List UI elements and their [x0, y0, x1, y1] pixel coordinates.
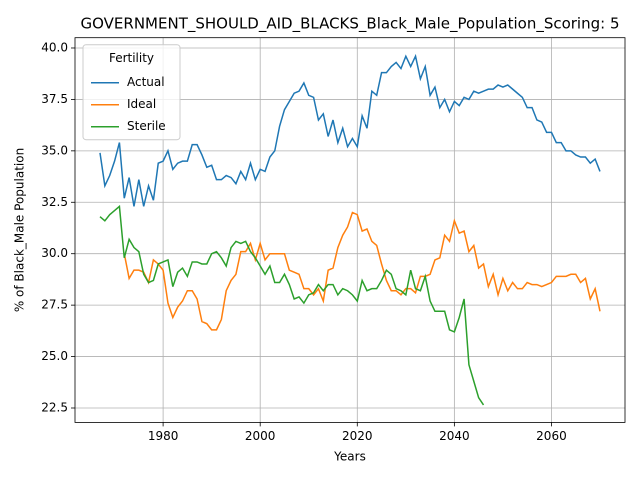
x-tick-label: 2020 — [342, 429, 373, 443]
legend-label: Actual — [127, 75, 165, 89]
line-series — [99, 204, 485, 406]
legend-title: Fertility — [109, 51, 154, 65]
chart-title: GOVERNMENT_SHOULD_AID_BLACKS_Black_Male_… — [81, 15, 620, 34]
x-tick-label: 2040 — [439, 429, 470, 443]
legend-label: Ideal — [127, 97, 156, 111]
legend-box — [82, 44, 181, 141]
y-tick-label: 25.0 — [41, 349, 68, 363]
x-axis-label: Years — [333, 450, 366, 464]
y-tick-label: 37.5 — [41, 92, 68, 106]
y-tick-label: 27.5 — [41, 298, 68, 312]
line-series — [99, 53, 601, 207]
plot-frame — [74, 37, 626, 423]
y-tick-label: 22.5 — [41, 400, 68, 414]
y-tick-label: 30.0 — [41, 246, 68, 260]
line-series — [123, 211, 601, 331]
y-tick-label: 40.0 — [41, 40, 68, 54]
x-tick-label: 2060 — [536, 429, 567, 443]
y-axis-label: % of Black_Male Population — [13, 148, 27, 312]
y-tick-label: 35.0 — [41, 143, 68, 157]
x-tick-label: 2000 — [245, 429, 276, 443]
legend-label: Sterile — [127, 119, 166, 133]
y-tick-label: 32.5 — [41, 195, 68, 209]
x-tick-label: 1980 — [148, 429, 179, 443]
